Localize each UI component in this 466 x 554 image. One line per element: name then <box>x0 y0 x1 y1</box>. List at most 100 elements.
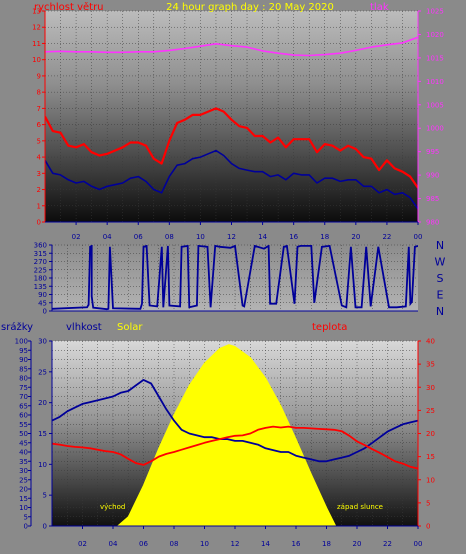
y-tick-label-rain: 20 <box>19 486 28 494</box>
y-tick-label-rain: 55 <box>19 421 28 429</box>
y-tick-label-pressure: 985 <box>426 195 439 203</box>
y-tick-label-temperature: 5 <box>426 499 430 507</box>
y-tick-label-rain: 40 <box>19 449 28 457</box>
x-tick-label: 06 <box>139 540 148 548</box>
axes-1: 0123456789101112139809859909951000100510… <box>32 8 444 242</box>
x-tick-label: 10 <box>200 540 209 548</box>
series-line-wind-direction <box>52 245 418 311</box>
y-tick-label-temperature: 35 <box>426 361 435 369</box>
y-tick-label-rain: 15 <box>19 495 28 503</box>
x-tick-label: 06 <box>134 233 143 241</box>
y-tick-label-pressure: 1010 <box>426 78 444 86</box>
grid-1 <box>45 10 418 223</box>
y-tick-label-temperature: 30 <box>426 384 435 392</box>
direction-label: E <box>437 289 444 302</box>
y-tick-label-humidity: 5 <box>43 492 47 500</box>
y-tick-label-wind: 12 <box>32 24 41 32</box>
y-tick-label-rain: 45 <box>19 439 28 447</box>
y-tick-label-wind: 5 <box>37 137 41 145</box>
y-tick-label-rain: 10 <box>19 504 28 512</box>
series-line-humidity <box>52 378 418 463</box>
y-tick-label-wind: 7 <box>37 105 41 113</box>
direction-label: S <box>437 272 444 285</box>
y-tick-label-temperature: 15 <box>426 453 435 461</box>
series-1 <box>45 36 418 210</box>
direction-label: W <box>435 256 446 269</box>
series-line-wind-gust <box>45 107 418 189</box>
series-line-temperature <box>52 425 418 470</box>
x-tick-label: 08 <box>165 233 174 241</box>
series-line-pressure <box>45 36 418 57</box>
y-tick-label-rain: 70 <box>19 393 28 401</box>
chart-title: 24 hour graph day : 20 May 2020 <box>166 2 334 13</box>
y-tick-label-wind: 2 <box>37 186 41 194</box>
y-tick-label-rain: 95 <box>19 347 28 355</box>
y-tick-label-rain: 5 <box>24 513 28 521</box>
y-tick-label-rain: 35 <box>19 458 28 466</box>
y-tick-label-humidity: 20 <box>38 399 47 407</box>
y-tick-label-wind: 6 <box>37 121 42 129</box>
direction-label: N <box>436 305 444 318</box>
y-tick-label-humidity: 30 <box>38 338 47 346</box>
x-tick-label: 12 <box>231 540 240 548</box>
x-tick-label: 00 <box>414 233 423 241</box>
y-tick-label-temperature: 40 <box>426 338 435 346</box>
series-3 <box>52 344 418 526</box>
axis-label-temperature: teplota <box>312 322 347 333</box>
y-tick-label-humidity: 15 <box>38 430 47 438</box>
x-tick-label: 02 <box>78 540 87 548</box>
y-tick-label-wind: 9 <box>37 72 41 80</box>
x-tick-label: 02 <box>72 233 81 241</box>
y-tick-label-rain: 60 <box>19 412 28 420</box>
left-axis-label-wind: rychlost větru <box>34 1 104 13</box>
y-tick-label-temperature: 0 <box>426 523 430 531</box>
y-tick-label-direction: 135 <box>34 283 47 291</box>
x-tick-label: 14 <box>258 233 267 241</box>
x-tick-label: 20 <box>351 233 360 241</box>
y-tick-label-wind: 4 <box>37 154 42 162</box>
x-tick-label: 14 <box>261 540 270 548</box>
x-tick-label: 18 <box>322 540 331 548</box>
direction-label: N <box>436 239 444 252</box>
y-tick-label-direction: 45 <box>38 299 47 307</box>
axis-label-rain: srážky <box>1 321 33 333</box>
y-tick-label-rain: 90 <box>19 356 28 364</box>
y-tick-label-wind: 13 <box>32 8 41 16</box>
y-tick-label-humidity: 10 <box>38 461 47 469</box>
y-tick-label-rain: 25 <box>19 476 28 484</box>
y-tick-label-rain: 50 <box>19 430 28 438</box>
series-area-solar <box>116 344 337 526</box>
y-tick-label-wind: 3 <box>37 170 41 178</box>
x-tick-label: 16 <box>292 540 301 548</box>
axis-label-humidity: vlhkost <box>66 322 102 333</box>
y-tick-label-pressure: 990 <box>426 172 439 180</box>
y-tick-label-direction: 225 <box>34 266 47 274</box>
annotation-sunset: západ slunce <box>337 503 383 511</box>
series-2 <box>52 245 418 311</box>
y-tick-label-pressure: 1005 <box>426 101 444 109</box>
y-tick-label-pressure: 1020 <box>426 31 444 39</box>
series-line-wind-average <box>45 149 418 210</box>
annotation-sunrise: východ <box>100 503 125 511</box>
y-tick-label-pressure: 1015 <box>426 54 444 62</box>
y-tick-label-wind: 10 <box>32 56 41 64</box>
y-tick-label-rain: 65 <box>19 402 28 410</box>
y-tick-label-rain: 30 <box>19 467 28 475</box>
x-tick-label: 10 <box>196 233 205 241</box>
y-tick-label-temperature: 20 <box>426 430 435 438</box>
y-tick-label-direction: 90 <box>38 291 47 299</box>
y-tick-label-temperature: 25 <box>426 407 435 415</box>
y-tick-label-rain: 100 <box>15 338 28 346</box>
y-tick-label-direction: 0 <box>43 308 47 316</box>
y-tick-label-rain: 80 <box>19 375 28 383</box>
axes-3: 0510152025303540455055606570758085909510… <box>15 338 435 549</box>
x-tick-label: 20 <box>353 540 362 548</box>
axis-label-solar: Solar <box>117 322 143 333</box>
x-tick-label: 12 <box>227 233 236 241</box>
y-tick-label-direction: 360 <box>34 242 47 250</box>
y-tick-label-wind: 8 <box>37 89 41 97</box>
y-tick-label-humidity: 0 <box>43 523 47 531</box>
